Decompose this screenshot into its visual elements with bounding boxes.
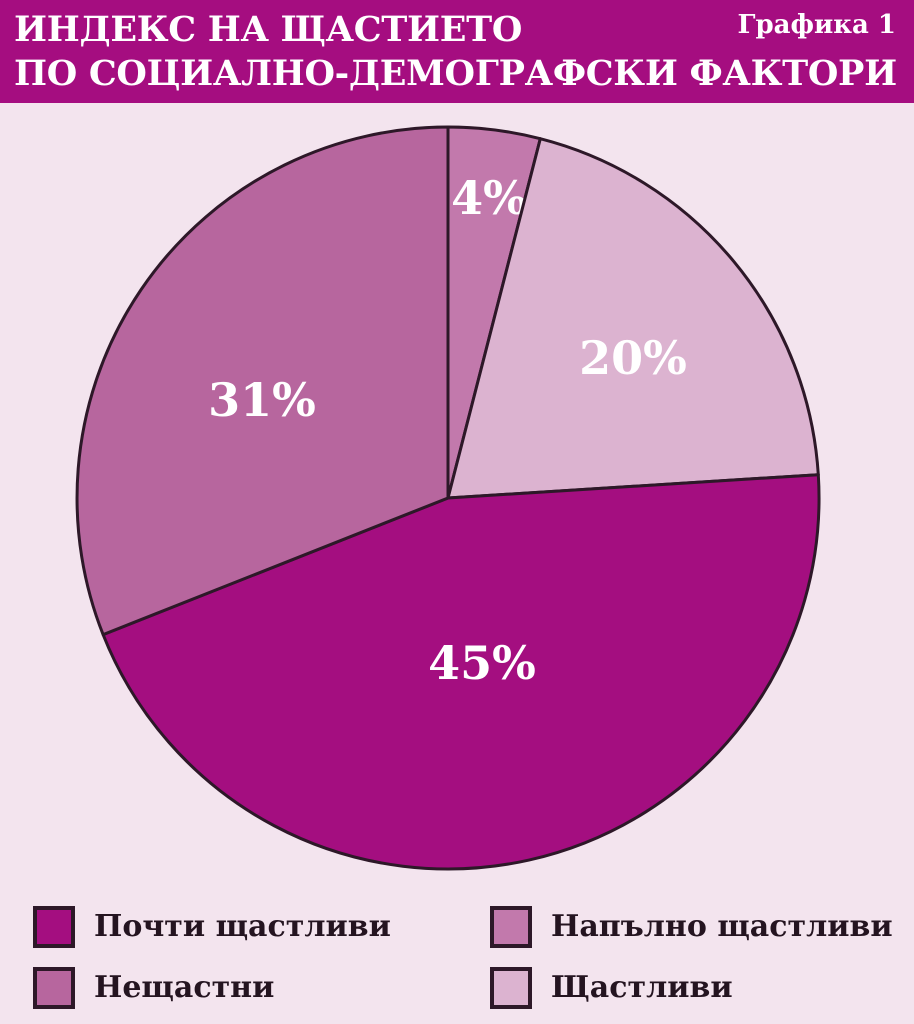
legend-label: Почти щастливи <box>94 909 391 944</box>
legend-item-happy: Щастливи <box>490 957 914 1018</box>
legend-item-unhappy: Нещастни <box>33 957 490 1018</box>
legend-item-almost-happy: Почти щастливи <box>33 896 490 957</box>
title-line-2: ПО СОЦИАЛНО-ДЕМОГРАФСКИ ФАКТОРИ <box>14 53 897 95</box>
slice-value-label-4pct: 4% <box>451 171 527 225</box>
chart-legend: Почти щастливи Нещастни Напълно щастливи… <box>0 896 914 1018</box>
pie-slice-31pct <box>75 125 450 637</box>
slice-value-label-20pct: 20% <box>579 331 687 385</box>
legend-swatch <box>490 966 532 1009</box>
legend-swatch <box>33 905 75 948</box>
figure-number-label: Графика 1 <box>737 10 896 40</box>
legend-label: Нещастни <box>94 970 275 1005</box>
pie-slice-45pct <box>101 473 821 871</box>
slice-value-label-31pct: 31% <box>208 373 316 427</box>
legend-label: Напълно щастливи <box>551 909 893 944</box>
title-line-1: ИНДЕКС НА ЩАСТИЕТО <box>14 9 523 50</box>
legend-item-fully-happy: Напълно щастливи <box>490 896 914 957</box>
pie-slice-20pct <box>446 137 820 500</box>
legend-label: Щастливи <box>551 970 733 1005</box>
legend-swatch <box>33 966 75 1009</box>
legend-swatch <box>490 905 532 948</box>
header-banner: ИНДЕКС НА ЩАСТИЕТО ПО СОЦИАЛНО-ДЕМОГРАФС… <box>0 0 914 103</box>
page-title: ИНДЕКС НА ЩАСТИЕТО ПО СОЦИАЛНО-ДЕМОГРАФС… <box>0 0 914 96</box>
slice-value-label-45pct: 45% <box>428 636 536 690</box>
